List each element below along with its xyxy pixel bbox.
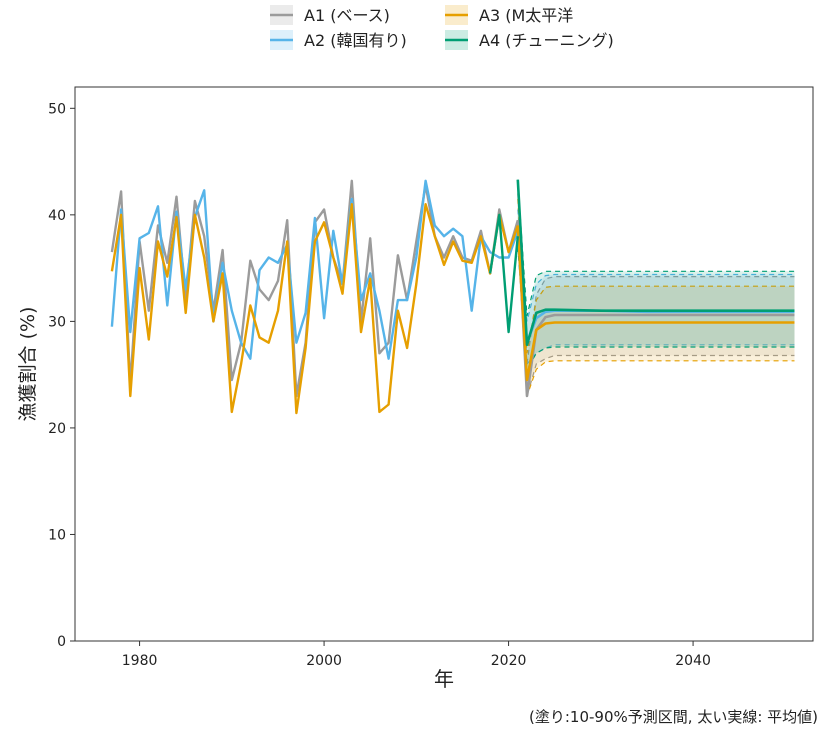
legend-label: A2 (韓国有り) <box>304 31 407 50</box>
y-tick-label: 0 <box>57 634 66 650</box>
series-line-3 <box>110 202 519 415</box>
band-lower-1 <box>517 236 795 397</box>
band-lower-3 <box>517 241 795 397</box>
forecast-mean-3 <box>516 225 795 382</box>
x-axis-label: 年 <box>434 667 454 691</box>
legend: A1 (ベース) A2 (韓国有り) A3 (M太平洋 A4 (チューニング) <box>270 5 614 50</box>
y-tick-label: 20 <box>48 421 66 437</box>
series-line-4 <box>488 213 519 334</box>
y-tick-label: 50 <box>48 101 66 117</box>
plot-panel <box>74 86 814 642</box>
legend-label: A1 (ベース) <box>304 6 390 25</box>
chart-caption: (塗り:10-90%予測区間, 太い実線: 平均値) <box>529 708 818 726</box>
legend-item: A3 (M太平洋 <box>445 5 573 25</box>
axes: 1980 2000 2020 2040 0 10 20 30 40 50 <box>48 101 711 669</box>
band-upper-2 <box>517 209 795 322</box>
y-tick-label: 30 <box>48 314 66 330</box>
x-tick-label: 2020 <box>491 653 527 669</box>
band-upper-4 <box>517 179 795 317</box>
legend-item: A1 (ベース) <box>270 5 390 25</box>
series-lines <box>110 179 795 415</box>
forecast-bands <box>517 179 795 397</box>
x-tick-label: 2000 <box>306 653 342 669</box>
y-axis-label: 漁獲割合 (%) <box>17 307 39 422</box>
y-tick-label: 10 <box>48 527 66 543</box>
y-tick-label: 40 <box>48 208 66 224</box>
x-tick-label: 1980 <box>122 653 158 669</box>
legend-item: A2 (韓国有り) <box>270 30 407 50</box>
forecast-mean-4 <box>516 179 795 347</box>
legend-label: A3 (M太平洋 <box>479 6 573 25</box>
band-upper-3 <box>517 198 795 354</box>
x-tick-label: 2040 <box>675 653 711 669</box>
legend-label: A4 (チューニング) <box>479 31 614 50</box>
legend-item: A4 (チューニング) <box>445 30 614 50</box>
